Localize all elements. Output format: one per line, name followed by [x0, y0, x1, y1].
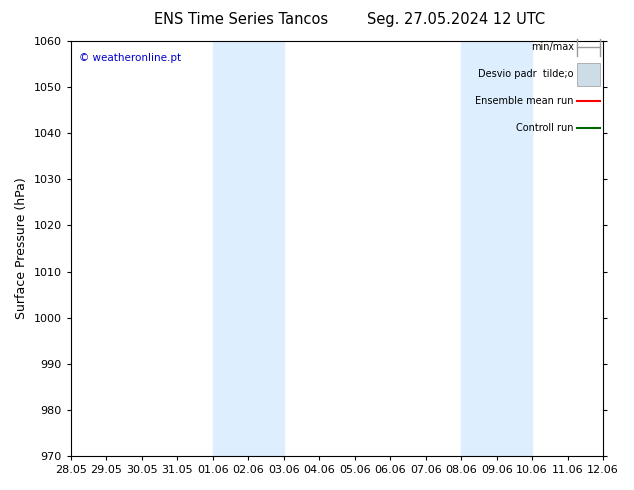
- Y-axis label: Surface Pressure (hPa): Surface Pressure (hPa): [15, 178, 28, 319]
- Text: ENS Time Series Tancos: ENS Time Series Tancos: [154, 12, 328, 27]
- Text: Controll run: Controll run: [516, 123, 574, 133]
- Bar: [461, 41, 532, 456]
- Bar: [212, 41, 283, 456]
- Text: Desvio padr  tilde;o: Desvio padr tilde;o: [478, 69, 574, 79]
- Text: min/max: min/max: [531, 42, 574, 52]
- Text: © weatheronline.pt: © weatheronline.pt: [79, 53, 181, 64]
- Text: Seg. 27.05.2024 12 UTC: Seg. 27.05.2024 12 UTC: [368, 12, 545, 27]
- Bar: [576, 63, 600, 86]
- Text: Ensemble mean run: Ensemble mean run: [476, 96, 574, 106]
